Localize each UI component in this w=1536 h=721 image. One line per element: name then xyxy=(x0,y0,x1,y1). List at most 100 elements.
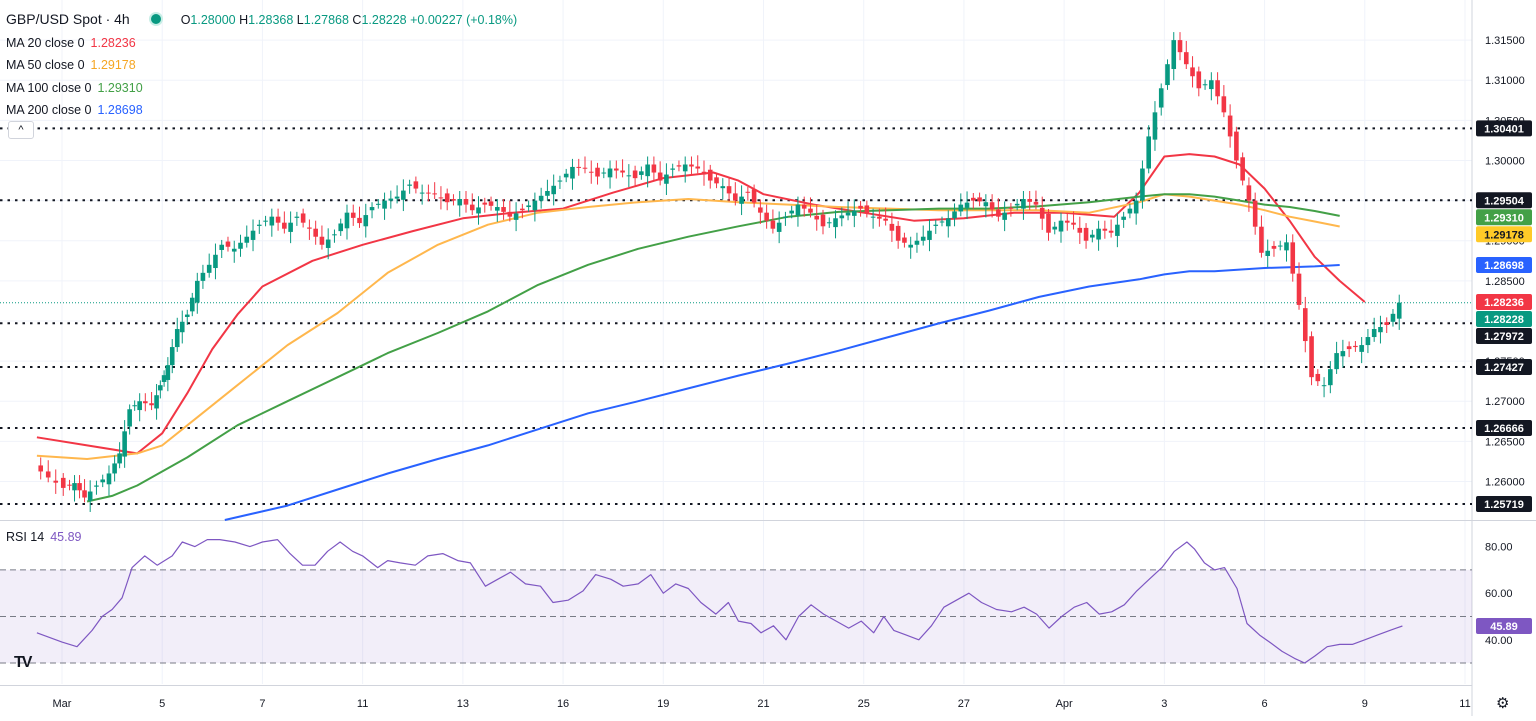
candle-body xyxy=(1014,203,1020,206)
candle-body xyxy=(883,218,888,221)
candle-body xyxy=(545,190,550,196)
candle-body xyxy=(614,168,619,171)
price-label-bg xyxy=(1476,420,1532,437)
candle-body xyxy=(219,244,225,250)
price-label: 1.28236 xyxy=(1484,297,1524,309)
rsi-tick-label: 80.00 xyxy=(1485,542,1513,554)
time-tick-label: 13 xyxy=(457,698,469,710)
gear-icon[interactable]: ⚙ xyxy=(1496,695,1510,712)
ma200-legend[interactable]: MA 200 close 0 1.28698 xyxy=(6,99,517,122)
high-label: H xyxy=(239,13,249,27)
candle-body xyxy=(154,395,159,409)
candle-body xyxy=(1359,345,1364,352)
price-label-bg xyxy=(1476,226,1532,243)
candle-body xyxy=(1002,212,1007,220)
candle-body xyxy=(1033,201,1039,205)
price-label: 1.28228 xyxy=(1484,314,1524,326)
candle-body xyxy=(60,477,66,488)
candle-body xyxy=(657,172,663,181)
candle-body xyxy=(551,185,556,195)
candle-body xyxy=(532,200,538,211)
candle-body xyxy=(914,240,920,245)
candle-body xyxy=(582,167,588,169)
candle-body xyxy=(1365,337,1371,346)
candle-body xyxy=(507,211,513,217)
candle-body xyxy=(369,207,375,211)
candle-body xyxy=(1140,168,1145,201)
candle-body xyxy=(457,199,463,206)
candle-body xyxy=(1240,157,1245,181)
candle-body xyxy=(117,453,122,464)
rsi-line xyxy=(36,539,1403,664)
open-value: 1.28000 xyxy=(190,13,236,27)
tradingview-logo[interactable]: TV xyxy=(14,654,32,671)
candle-body xyxy=(413,181,419,189)
candle-body xyxy=(332,234,337,236)
ma20-value: 1.28236 xyxy=(90,35,136,50)
candle-body xyxy=(1302,308,1308,342)
candle-body xyxy=(444,193,450,203)
candle-body xyxy=(557,180,563,182)
price-tick-label: 1.31500 xyxy=(1485,35,1525,47)
price-label-bg xyxy=(1476,311,1532,328)
price-tick-label: 1.31000 xyxy=(1485,75,1525,87)
ohlc-values: O1.28000 H1.28368 L1.27868 C1.28228 +0.0… xyxy=(181,13,517,27)
price-label: 1.30401 xyxy=(1484,123,1524,135)
candlesticks xyxy=(38,32,1402,512)
candle-body xyxy=(132,405,137,407)
candle-body xyxy=(1390,313,1396,322)
candle-body xyxy=(394,196,400,199)
candle-body xyxy=(902,237,907,243)
candle-body xyxy=(620,170,625,173)
rsi-legend[interactable]: RSI 14 45.89 xyxy=(6,530,82,544)
price-label-bg xyxy=(1476,209,1532,226)
candle-body xyxy=(726,186,732,194)
candle-body xyxy=(808,208,813,213)
candle-body xyxy=(814,215,820,220)
candle-body xyxy=(927,230,932,240)
candle-body xyxy=(158,385,163,391)
candle-body xyxy=(682,164,688,172)
candle-body xyxy=(739,196,744,204)
candle-body xyxy=(419,192,425,194)
candle-body xyxy=(432,193,437,195)
candle-body xyxy=(495,207,500,211)
symbol-title[interactable]: GBP/USD Spot · 4h xyxy=(6,11,130,27)
candle-body xyxy=(137,401,142,411)
candle-body xyxy=(714,177,719,184)
price-label: 1.27427 xyxy=(1484,362,1524,374)
ma200-label: MA 200 close 0 xyxy=(6,103,92,117)
candle-body xyxy=(169,347,175,366)
candle-body xyxy=(570,166,575,179)
candle-body xyxy=(100,479,106,483)
candle-body xyxy=(989,202,995,210)
candle-body xyxy=(783,216,788,218)
collapse-legend-button[interactable]: ^ xyxy=(8,121,34,139)
candle-body xyxy=(1115,224,1120,236)
candle-body xyxy=(945,218,951,227)
ma100-legend[interactable]: MA 100 close 0 1.29310 xyxy=(6,77,517,100)
candle-body xyxy=(225,241,231,247)
candle-body xyxy=(526,205,531,208)
candle-body xyxy=(206,264,212,273)
candle-body xyxy=(1315,373,1321,382)
candle-body xyxy=(67,484,72,486)
candle-body xyxy=(751,189,757,203)
candle-body xyxy=(482,202,488,205)
low-label: L xyxy=(296,13,304,27)
candle-body xyxy=(1090,234,1095,238)
time-tick-label: 3 xyxy=(1161,698,1167,710)
close-label: C xyxy=(352,13,362,27)
candle-body xyxy=(1227,115,1233,137)
market-status-icon xyxy=(149,12,164,26)
candle-body xyxy=(45,471,51,478)
candle-body xyxy=(451,199,456,201)
candle-body xyxy=(1328,369,1333,386)
ma50-legend[interactable]: MA 50 close 0 1.29178 xyxy=(6,54,517,77)
candle-body xyxy=(1108,230,1114,233)
ma50-label: MA 50 close 0 xyxy=(6,58,85,72)
ma20-legend[interactable]: MA 20 close 0 1.28236 xyxy=(6,32,517,55)
candle-body xyxy=(174,329,180,348)
